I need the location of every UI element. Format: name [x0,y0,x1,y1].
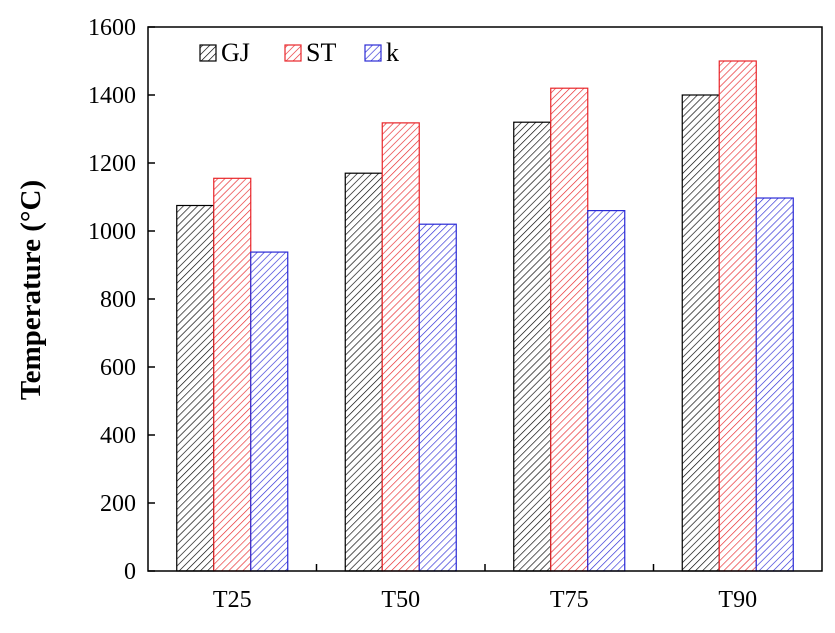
y-tick-label: 1600 [88,15,136,41]
legend-swatch-k [364,44,382,62]
y-tick-label: 800 [100,287,136,313]
bar-GJ-T50 [344,172,383,572]
bar-k-T90 [755,197,794,572]
bar-GJ-T25 [176,204,215,572]
y-tick-label: 1200 [88,151,136,177]
bars-layer [176,60,794,572]
legend-label-k: k [386,38,399,67]
legend-swatch-ST [284,44,302,62]
x-tick-label: T75 [550,587,589,613]
legend-label-ST: ST [306,38,336,67]
bar-ST-T75 [550,87,589,572]
legend-label-GJ: GJ [221,38,250,67]
y-tick-label: 1400 [88,83,136,109]
bar-k-T50 [418,223,457,572]
y-tick-label: 600 [100,355,136,381]
y-tick-label: 200 [100,491,136,517]
y-tick-label: 1000 [88,219,136,245]
bar-GJ-T90 [681,94,720,572]
bar-ST-T50 [381,122,420,572]
bar-k-T75 [587,210,626,572]
x-tick-label: T25 [213,587,252,613]
bar-ST-T25 [213,177,252,572]
legend: GJ ST k [199,38,399,67]
bar-GJ-T75 [513,121,552,572]
y-tick-label: 400 [100,423,136,449]
x-tick-label: T90 [718,587,757,613]
y-axis-label: Temperature (°C) [15,180,47,400]
y-tick-label: 0 [124,559,136,585]
bar-k-T25 [250,251,289,572]
bar-ST-T90 [718,60,757,572]
x-tick-label: T50 [381,587,420,613]
axes-layer: 0 200 400 600 800 1000 1200 1400 1600 T25 T50 T75 T9… [88,15,823,613]
legend-swatch-GJ [199,44,217,62]
